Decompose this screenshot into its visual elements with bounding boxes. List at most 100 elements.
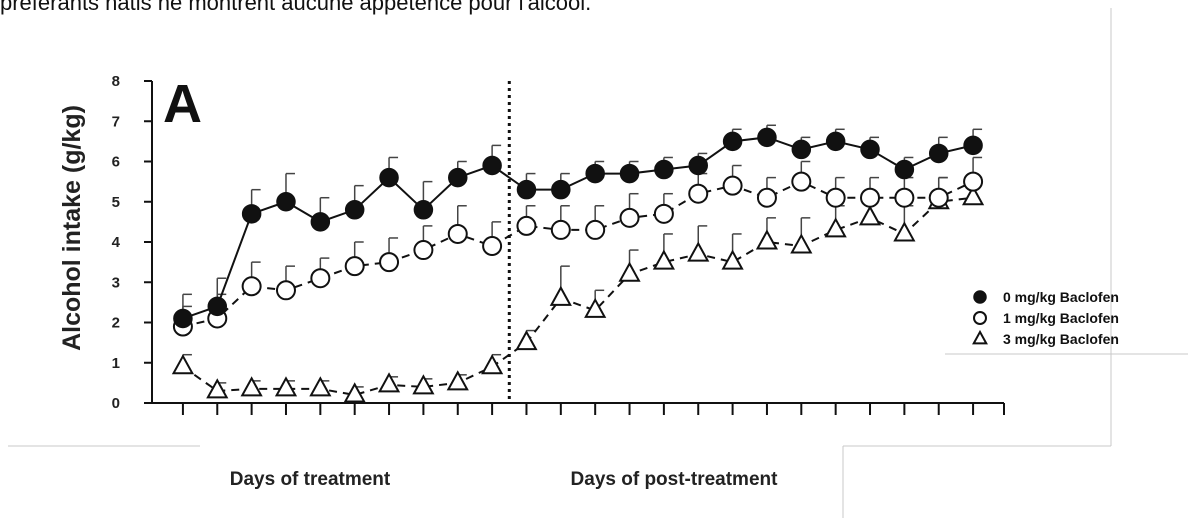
series-2 [171,176,985,403]
y-tick-label-1: 1 [112,355,120,372]
series-0-point-21 [894,159,915,180]
series-0-point-10 [516,179,537,200]
series-1-point-8 [447,223,468,244]
series-2-point-19 [824,217,847,238]
series-2-point-6 [377,372,401,393]
series-2-point-20 [858,205,882,226]
legend-markers [972,290,988,345]
series-0-line [182,136,974,320]
series-2-point-9 [481,354,504,375]
series-1-point-10 [516,215,537,236]
series-2-point-13 [618,261,641,282]
series-0-point-18 [791,139,812,160]
series-2-point-17 [755,229,779,250]
series-1-point-11 [550,219,571,240]
series-0-point-15 [688,155,708,176]
series-0-point-0 [173,308,193,329]
y-axis: 0 1 2 3 4 5 6 7 8 [112,73,153,412]
series-0-point-8 [448,167,468,188]
series-0-point-4 [310,212,331,232]
series-0-point-20 [860,139,880,160]
series-1 [172,156,984,337]
series-2-point-12 [584,297,607,318]
series-2-point-14 [652,249,675,270]
series-1-point-13 [619,207,640,228]
period-label-post-treatment: Days of post-treatment [571,469,779,490]
series-1-point-4 [310,268,331,289]
y-tick-label-3: 3 [112,274,120,291]
legend-label-1: 1 mg/kg Baclofen [1003,310,1119,326]
series-2-point-3 [274,376,298,397]
period-label-treatment: Days of treatment [230,469,391,490]
series-1-point-17 [756,187,777,208]
series-1-point-18 [791,171,812,192]
series-2-point-21 [893,221,916,242]
y-tick-label-5: 5 [112,194,120,211]
y-tick-label-4: 4 [112,234,121,251]
series-2-point-8 [446,370,469,391]
legend: 0 mg/kg Baclofen 1 mg/kg Baclofen 3 mg/k… [945,289,1188,355]
series-1-point-12 [585,219,606,240]
series-0-point-9 [482,155,502,176]
y-axis-label: Alcohol intake (g/kg) [58,105,86,351]
series-0-point-1 [207,296,228,317]
series-2-point-0 [171,354,195,375]
legend-label-0: 0 mg/kg Baclofen [1003,289,1119,305]
series-1-point-20 [860,187,881,208]
frame-lines [8,8,1112,518]
y-tick-label-8: 8 [112,73,120,90]
series-1-point-22 [928,187,949,208]
series-1-point-21 [894,187,915,208]
legend-marker-1 [973,311,987,325]
series-0-point-5 [344,200,365,220]
series-layer [171,124,985,403]
series-2-point-10 [515,329,538,351]
series-0-point-7 [413,200,434,220]
series-0-point-17 [757,127,777,148]
caption-text: préférants natis ne montrent aucune appé… [0,0,592,15]
series-2-point-16 [721,249,744,270]
series-2-point-4 [309,376,332,397]
panel-label: A [163,74,202,134]
legend-marker-0 [973,290,987,304]
series-2-point-15 [687,241,710,262]
y-tick-label-7: 7 [112,113,120,130]
series-0-point-14 [654,159,674,180]
series-0-point-12 [585,163,605,184]
series-0-point-16 [722,131,743,152]
x-axis [152,402,1005,415]
series-1-point-16 [722,175,743,196]
series-1-point-14 [653,203,674,224]
y-tick-label-0: 0 [112,395,120,412]
series-2-point-23 [961,185,985,206]
series-1-point-7 [413,240,434,261]
legend-marker-2 [972,329,988,345]
series-2-point-7 [412,374,435,395]
series-0-point-2 [241,204,262,224]
series-2-point-18 [790,233,813,254]
series-2-point-2 [240,376,263,397]
series-0-point-3 [276,192,296,212]
series-1-point-6 [379,252,400,273]
series-0-point-6 [379,167,399,188]
series-1-point-23 [963,171,984,192]
series-1-point-3 [275,280,296,301]
legend-label-2: 3 mg/kg Baclofen [1003,331,1119,347]
series-1-point-9 [482,236,503,257]
series-0-point-22 [928,143,949,164]
series-0-point-19 [825,131,846,152]
series-2-point-11 [549,285,572,306]
series-1-point-2 [241,276,262,297]
series-1-point-15 [688,183,709,204]
series-2-line [182,196,974,396]
series-1-point-5 [344,256,365,277]
series-0 [173,124,983,329]
series-0-point-11 [551,179,571,200]
y-tick-label-6: 6 [112,154,120,171]
series-0-point-23 [963,135,983,156]
series-0-point-13 [619,163,640,184]
series-1-point-19 [825,187,846,208]
y-tick-label-2: 2 [112,315,120,332]
series-2-point-5 [343,382,366,403]
series-2-point-1 [206,378,229,399]
